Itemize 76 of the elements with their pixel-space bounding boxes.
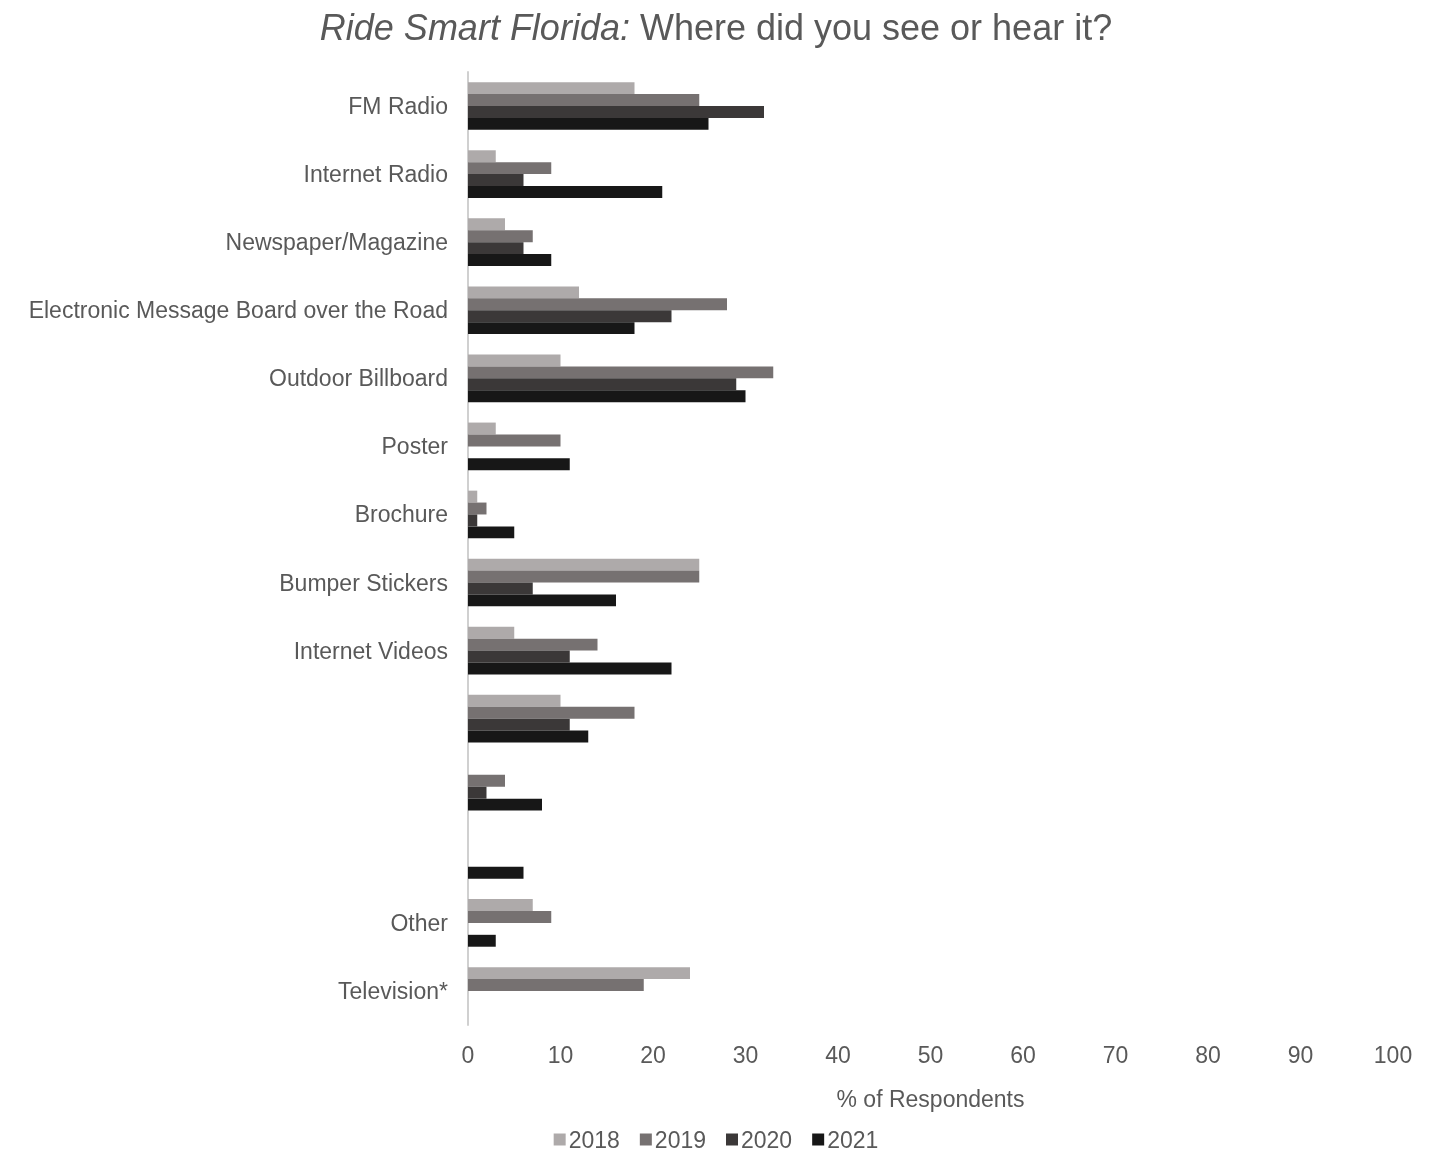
- chart-title: Ride Smart Florida: Where did you see or hear it?: [319, 6, 1113, 48]
- y-tick-label: Outdoor Billboard: [269, 365, 448, 392]
- bar: [468, 310, 672, 323]
- x-tick-label: 40: [825, 1041, 851, 1068]
- bar: [468, 286, 579, 299]
- bar: [468, 354, 561, 367]
- bar: [468, 798, 542, 811]
- legend-label: 2019: [654, 1126, 707, 1153]
- bar: [468, 786, 487, 799]
- x-axis-title: % of Respondents: [836, 1085, 1025, 1112]
- bar: [468, 458, 570, 471]
- x-tick-label: 0: [461, 1041, 475, 1068]
- y-tick-label: Internet Radio: [303, 161, 448, 188]
- bar: [468, 502, 487, 515]
- bar: [468, 718, 570, 731]
- bar: [468, 218, 505, 231]
- bar: [468, 730, 589, 743]
- x-tick-label: 50: [917, 1041, 944, 1068]
- x-tick-label: 20: [640, 1041, 666, 1068]
- legend-label: 2021: [827, 1126, 879, 1153]
- x-tick-label: 90: [1287, 1041, 1314, 1068]
- legend-label: 2018: [568, 1126, 620, 1153]
- bar: [468, 526, 515, 539]
- bar: [468, 174, 524, 187]
- bar: [468, 230, 533, 243]
- bar: [468, 979, 644, 991]
- x-tick-label: 60: [1010, 1041, 1036, 1068]
- y-tick-label: Newspaper/Magazine: [225, 229, 448, 256]
- bar: [468, 366, 774, 379]
- bar: [468, 514, 478, 527]
- bar: [468, 298, 727, 311]
- x-tick-label: 10: [547, 1041, 574, 1068]
- y-tick-label: Television*: [338, 977, 449, 1004]
- bar: [468, 254, 552, 266]
- bar: [468, 162, 552, 175]
- bar: [468, 570, 700, 583]
- bar: [468, 242, 524, 255]
- bar: [468, 706, 635, 719]
- bar: [468, 94, 700, 107]
- bar: [468, 582, 533, 595]
- bar: [468, 910, 552, 923]
- bar: [468, 378, 737, 391]
- bar: [468, 594, 616, 607]
- bar: [468, 638, 598, 651]
- x-tick-label: 100: [1373, 1041, 1413, 1068]
- y-tick-label: FM Radio: [348, 93, 448, 120]
- y-tick-label: Poster: [381, 433, 449, 460]
- x-tick-label: 80: [1195, 1041, 1221, 1068]
- bar: [468, 82, 635, 95]
- bar: [468, 558, 700, 571]
- bar: [468, 422, 496, 435]
- legend-label: 2020: [741, 1126, 793, 1153]
- bar: [468, 967, 690, 980]
- bar: [468, 106, 764, 118]
- x-tick-label: 70: [1102, 1041, 1129, 1068]
- bar: [468, 662, 672, 675]
- bar: [468, 490, 478, 503]
- y-tick-label: Brochure: [354, 501, 448, 528]
- bar: [468, 434, 561, 447]
- bar: [468, 774, 505, 787]
- bar: [468, 650, 570, 663]
- bar: [468, 866, 524, 879]
- bar: [468, 934, 496, 947]
- x-tick-label: 30: [732, 1041, 759, 1068]
- y-tick-label: Internet Videos: [293, 637, 448, 664]
- bar: [468, 694, 561, 707]
- y-tick-label: Electronic Message Board over the Road: [28, 297, 448, 324]
- bar: [468, 899, 533, 911]
- y-tick-label: Other: [390, 909, 449, 936]
- y-tick-label: Bumper Stickers: [279, 569, 448, 596]
- bar: [468, 322, 635, 335]
- bar: [468, 390, 746, 403]
- bar: [468, 626, 515, 639]
- bar: [468, 117, 709, 130]
- bar: [468, 186, 663, 198]
- bar: [468, 150, 496, 163]
